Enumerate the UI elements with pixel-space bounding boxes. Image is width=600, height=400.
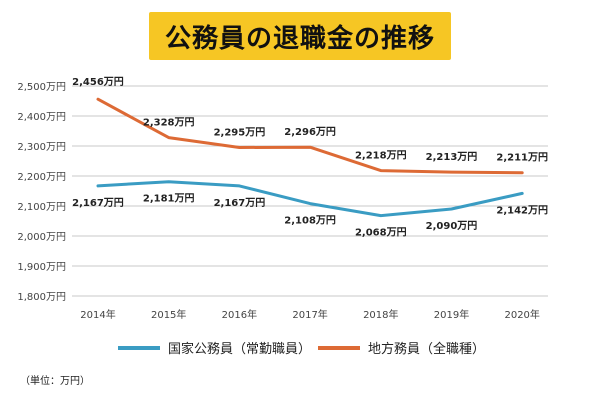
- x-tick-label: 2017年: [292, 308, 327, 321]
- series-line-local: [96, 97, 524, 175]
- data-label-local: 2,213万円: [426, 151, 478, 163]
- x-tick-label: 2019年: [434, 308, 469, 321]
- y-tick-label: 2,000万円: [17, 232, 66, 243]
- x-tick-label: 2016年: [222, 308, 257, 321]
- y-tick-label: 2,100万円: [17, 202, 66, 213]
- legend-label-local: 地方務員（全職種）: [368, 342, 486, 357]
- data-label-local: 2,456万円: [72, 76, 124, 88]
- data-label-national: 2,068万円: [355, 227, 407, 239]
- legend-label-national: 国家公務員（常勤職員）: [168, 342, 312, 357]
- data-label-national: 2,090万円: [426, 220, 478, 232]
- x-tick-label: 2015年: [151, 308, 186, 321]
- x-tick-label: 2018年: [363, 308, 398, 321]
- legend-swatch-local: [318, 345, 360, 350]
- data-label-national: 2,167万円: [72, 197, 124, 209]
- legend: 国家公務員（常勤職員） 地方務員（全職種）: [0, 338, 600, 362]
- data-label-national: 2,167万円: [214, 197, 266, 209]
- x-tick-label: 2020年: [504, 308, 539, 321]
- data-label-local: 2,295万円: [214, 127, 266, 139]
- y-tick-label: 1,900万円: [17, 262, 66, 273]
- x-tick-label: 2014年: [80, 308, 115, 321]
- data-label-local: 2,211万円: [496, 152, 548, 164]
- data-label-national: 2,108万円: [284, 215, 336, 227]
- series-line-national: [96, 180, 524, 218]
- data-label-local: 2,328万円: [143, 117, 195, 129]
- y-tick-label: 2,300万円: [17, 142, 66, 153]
- data-label-local: 2,296万円: [284, 126, 336, 138]
- data-label-national: 2,181万円: [143, 193, 195, 205]
- legend-item-local: 地方務員（全職種）: [318, 338, 485, 357]
- y-tick-label: 2,400万円: [17, 112, 66, 123]
- y-tick-label: 2,200万円: [17, 172, 66, 183]
- unit-note: （単位：万円）: [20, 376, 90, 387]
- legend-item-national: 国家公務員（常勤職員）: [118, 338, 311, 357]
- data-label-local: 2,218万円: [355, 150, 407, 162]
- data-label-national: 2,142万円: [496, 204, 548, 216]
- y-tick-label: 2,500万円: [17, 82, 66, 93]
- title-banner: 公務員の退職金の推移: [149, 12, 451, 60]
- chart-title: 公務員の退職金の推移: [164, 23, 435, 54]
- legend-swatch-national: [118, 345, 160, 350]
- y-tick-label: 1,800万円: [17, 292, 66, 303]
